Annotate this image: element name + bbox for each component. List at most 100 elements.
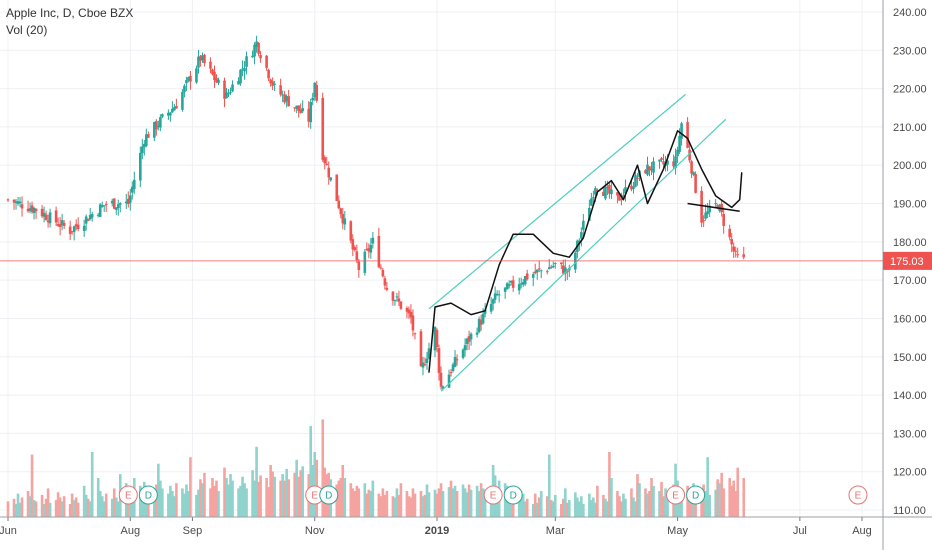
volume-bar <box>371 480 375 517</box>
volume-bar <box>662 496 665 517</box>
volume-bar <box>367 489 371 517</box>
volume-bar <box>155 484 158 517</box>
volume-bar <box>339 478 343 517</box>
candle-body <box>397 298 401 302</box>
volume-bar <box>34 501 38 517</box>
volume-bar <box>231 480 234 517</box>
candle-body <box>128 195 132 203</box>
candle-body <box>18 201 22 204</box>
candle-body <box>295 105 298 109</box>
candle-body <box>339 208 343 215</box>
earnings-marker <box>483 485 503 505</box>
candle-body <box>90 214 94 218</box>
volume-bar <box>608 452 611 517</box>
volume-bar <box>720 472 723 517</box>
symbol-title[interactable]: Apple Inc, D, Cboe BZX <box>6 6 134 20</box>
candle-body <box>104 203 108 205</box>
candle-body <box>217 79 220 84</box>
candle-body <box>211 69 214 75</box>
candle-body <box>596 189 599 192</box>
candle-body <box>423 364 427 366</box>
volume-bar <box>30 454 34 517</box>
candle-body <box>367 248 371 252</box>
volume-bar <box>467 484 471 517</box>
candle-body <box>652 161 655 173</box>
volume-bar <box>399 483 403 517</box>
candle-body <box>363 251 367 273</box>
candle-body <box>439 372 443 387</box>
y-tick-label: 120.00 <box>893 467 927 479</box>
volume-bar <box>169 485 172 517</box>
volume-bar <box>407 496 411 517</box>
volume-bar <box>68 504 72 517</box>
volume-bar <box>175 483 178 517</box>
volume-bar <box>203 472 206 517</box>
volume-bar <box>353 491 357 517</box>
candle-body <box>503 287 507 292</box>
candle-body <box>227 93 230 95</box>
candle-body <box>145 134 148 146</box>
candle-body <box>674 156 677 169</box>
candle-body <box>632 186 635 189</box>
volume-bar <box>441 491 445 517</box>
candle-body <box>40 208 44 217</box>
volume-indicator-label[interactable]: Vol (20) <box>6 23 48 37</box>
x-tick-label: Sep <box>183 525 203 537</box>
volume-bar <box>141 491 144 517</box>
candle-body <box>409 311 413 318</box>
volume-bar <box>82 485 86 517</box>
volume-bar <box>90 452 94 517</box>
candle-body <box>728 228 731 238</box>
candle-body <box>60 220 64 225</box>
volume-bar <box>545 496 549 517</box>
volume-bar <box>229 474 232 517</box>
candle-body <box>14 201 18 203</box>
candle-body <box>624 187 627 194</box>
volume-bar <box>20 497 24 517</box>
x-tick-label: Jul <box>793 525 807 537</box>
candle-body <box>273 83 276 85</box>
candle-body <box>181 91 184 110</box>
candle-body <box>251 55 254 58</box>
earnings-marker <box>666 485 686 505</box>
volume-bar <box>159 480 162 517</box>
candle-body <box>209 61 212 69</box>
volume-bar <box>32 500 36 517</box>
volume-bar <box>14 504 18 517</box>
candle-body <box>271 81 274 86</box>
earnings-marker-label: E <box>855 491 862 502</box>
volume-bar <box>632 497 635 517</box>
volume-bar <box>427 492 431 517</box>
candle-body <box>245 56 248 67</box>
earnings-marker-label: E <box>672 491 679 502</box>
candle-body <box>281 94 284 96</box>
volume-bar <box>391 496 395 517</box>
candle-body <box>425 358 429 364</box>
volume-bar <box>483 489 487 517</box>
candle-body <box>610 189 613 195</box>
volume-bar <box>475 485 479 517</box>
volume-bar <box>531 504 535 517</box>
volume-bar <box>578 501 581 517</box>
candle-body <box>399 301 403 309</box>
volume-bar <box>341 465 345 517</box>
candle-body <box>525 273 529 280</box>
candle-body <box>734 250 738 252</box>
candle-body <box>608 184 611 194</box>
volume-bar <box>209 488 212 517</box>
x-tick-label: 2019 <box>425 525 449 537</box>
candle-body <box>662 161 665 165</box>
dividend-marker <box>138 485 158 505</box>
volume-bar <box>435 493 439 517</box>
candle-body <box>606 186 609 188</box>
candle-body <box>187 77 190 81</box>
volume-bar <box>253 480 256 517</box>
candle-body <box>265 55 268 68</box>
candle-body <box>243 68 246 72</box>
volume-bar <box>355 485 359 517</box>
volume-bar <box>549 500 553 517</box>
volume-bar <box>157 463 160 517</box>
candle-body <box>680 123 683 139</box>
candle-body <box>381 269 385 277</box>
